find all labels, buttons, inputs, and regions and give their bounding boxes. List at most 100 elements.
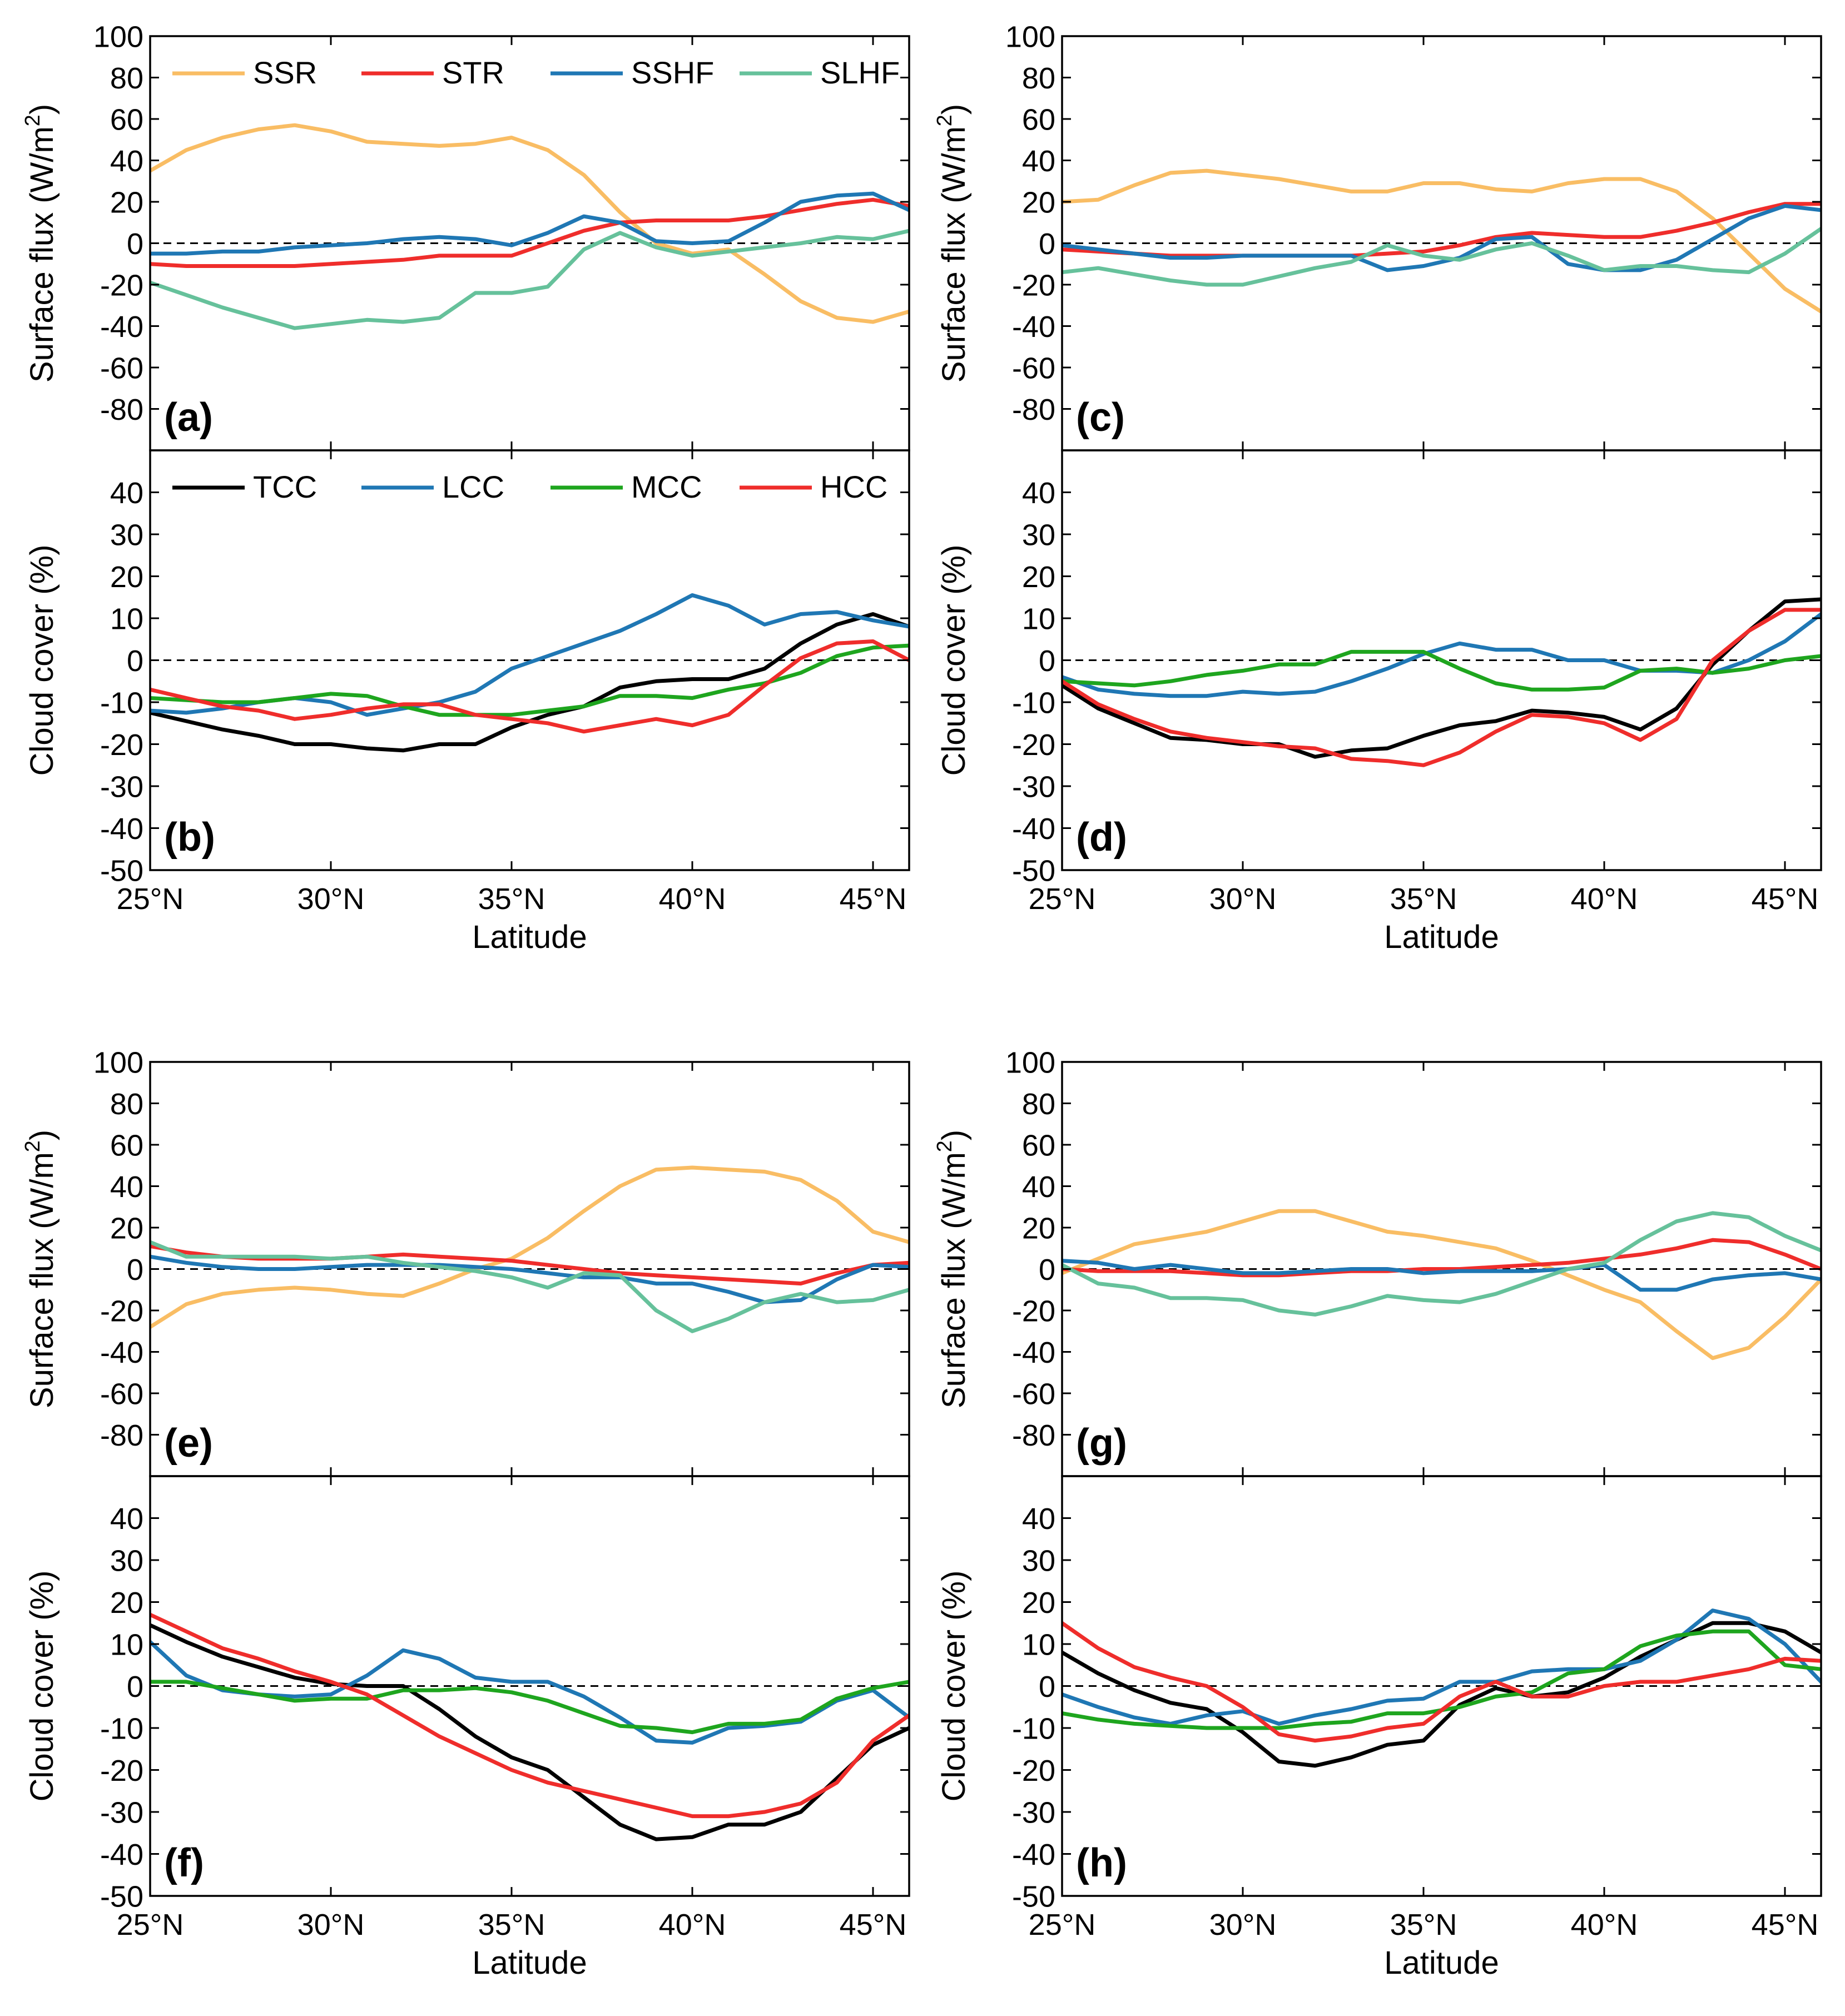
series-line-str [150, 1244, 909, 1286]
series-group [150, 123, 909, 330]
x-tick-label: 30°N [297, 882, 365, 916]
y-tick-label: 10 [1022, 602, 1055, 635]
x-tick-label: 35°N [1390, 1908, 1457, 1941]
legend-label-str: STR [442, 55, 504, 90]
y-axis-label-main: Surface flux (W/m [24, 126, 60, 383]
panel-f: -50 -40 -30 -20 -10 0 10 20 30 40 25°N 30°N 35°N 40°N… [24, 1475, 910, 1981]
y-axis-label-superscript: 2 [933, 115, 956, 126]
y-tick-label: -50 [100, 854, 143, 887]
series-line-mcc [150, 1680, 909, 1735]
y-tick-label: 20 [1022, 186, 1055, 219]
y-tick-label: -10 [1012, 1712, 1055, 1745]
series-line-mcc [150, 643, 909, 717]
panel-e: -80 -60 -40 -20 0 20 40 60 80 100 Surface flux (W/… [21, 1046, 910, 1477]
y-tick-label: -60 [100, 1377, 143, 1411]
y-tick-label: 0 [127, 1253, 143, 1287]
series-group [1062, 597, 1821, 767]
y-tick-label: 60 [110, 1129, 143, 1162]
x-tick-label: 35°N [478, 882, 545, 916]
series-line-str [150, 197, 909, 268]
y-tick-label: 60 [110, 103, 143, 136]
y-tick-label: 0 [127, 1670, 143, 1704]
legend-label-tcc: TCC [253, 469, 317, 504]
y-tick-label: -10 [100, 1712, 143, 1745]
y-axis-label: Surface flux (W/m2) [21, 104, 60, 383]
panel-label: (c) [1076, 395, 1125, 440]
y-tick-label: 40 [110, 145, 143, 178]
y-axis-label-end: ) [936, 104, 972, 115]
x-tick-label: 30°N [297, 1908, 365, 1941]
y-tick-label: -30 [1012, 770, 1055, 803]
y-tick-label: 40 [1022, 1170, 1055, 1204]
series-line-slhf [150, 229, 909, 330]
x-tick-label: 45°N [1752, 1908, 1819, 1941]
series-line-lcc [150, 1640, 909, 1745]
series-line-hcc [1062, 608, 1821, 767]
y-axis-label-end: ) [936, 1130, 972, 1140]
series-line-lcc [1062, 1608, 1821, 1726]
x-tick-label: 30°N [1209, 882, 1277, 916]
x-tick-label: 25°N [117, 882, 184, 916]
y-tick-label: 0 [1039, 1670, 1055, 1704]
panel-h: -50 -40 -30 -20 -10 0 10 20 30 40 25°N 30°N 35°N 40°N… [936, 1475, 1822, 1981]
y-tick-label: 0 [1039, 1253, 1055, 1287]
y-tick-label: 30 [110, 1544, 143, 1577]
y-axis-label-main: Surface flux (W/m [936, 126, 972, 383]
series-group [150, 1165, 909, 1333]
panel-label: (e) [164, 1421, 213, 1466]
y-tick-label: 30 [1022, 518, 1055, 552]
y-tick-label: -40 [100, 310, 143, 344]
legend-label-lcc: LCC [442, 469, 504, 504]
y-tick-label: 0 [127, 227, 143, 261]
y-tick-label: -20 [1012, 269, 1055, 302]
y-tick-label: -80 [1012, 393, 1055, 426]
legend-label-slhf: SLHF [820, 55, 900, 90]
panel-a: -80 -60 -40 -20 0 20 40 60 80 100 Surface flux (W/… [21, 20, 910, 451]
y-tick-label: 40 [110, 476, 143, 510]
x-tick-label: 40°N [1571, 1908, 1638, 1941]
y-tick-label: 60 [1022, 103, 1055, 136]
y-tick-label: 10 [1022, 1628, 1055, 1661]
y-tick-label: 80 [110, 1088, 143, 1121]
y-tick-label: -20 [100, 728, 143, 762]
y-tick-label: -40 [1012, 1838, 1055, 1871]
y-tick-label: 40 [1022, 476, 1055, 510]
series-line-hcc [150, 1612, 909, 1819]
y-tick-label: 10 [110, 1628, 143, 1661]
y-tick-label: -50 [1012, 854, 1055, 887]
legend-label-mcc: MCC [631, 469, 702, 504]
series-line-ssr [1062, 1209, 1821, 1360]
series-line-sshf [1062, 203, 1821, 272]
y-tick-label: -40 [1012, 812, 1055, 846]
y-tick-label: -40 [100, 812, 143, 846]
y-tick-label: -80 [100, 393, 143, 426]
legend-label-sshf: SSHF [631, 55, 714, 90]
series-group [1062, 168, 1821, 314]
panel-b: -50 -40 -30 -20 -10 0 10 20 30 40 25°N 30°N 35°N 40°N… [24, 449, 910, 955]
x-tick-label: 40°N [659, 1908, 726, 1941]
series-line-sshf [150, 191, 909, 256]
y-tick-label: 20 [1022, 1211, 1055, 1245]
y-tick-label: 20 [110, 1586, 143, 1620]
x-tick-label: 25°N [1029, 882, 1096, 916]
y-axis-label: Surface flux (W/m2) [933, 1130, 972, 1408]
series-line-str [1062, 202, 1821, 258]
series-line-sshf [150, 1254, 909, 1304]
y-tick-label: -50 [1012, 1880, 1055, 1913]
y-tick-label: 0 [127, 644, 143, 678]
y-tick-label: 80 [110, 62, 143, 95]
y-tick-label: -30 [100, 1796, 143, 1829]
x-axis-label: Latitude [472, 919, 587, 955]
series-line-lcc [1062, 612, 1821, 698]
panel-g: -80 -60 -40 -20 0 20 40 60 80 100 Surface flux (W/… [933, 1046, 1822, 1477]
y-axis-label-end: ) [24, 1130, 60, 1140]
panel-label: (h) [1076, 1841, 1127, 1885]
series-group [1062, 1608, 1821, 1768]
x-axis-label: Latitude [1384, 1945, 1499, 1981]
legend-label-hcc: HCC [820, 469, 887, 504]
x-tick-label: 25°N [1029, 1908, 1096, 1941]
panel-label: (b) [164, 815, 215, 860]
series-line-ssr [150, 1165, 909, 1329]
y-tick-label: 80 [1022, 1088, 1055, 1121]
